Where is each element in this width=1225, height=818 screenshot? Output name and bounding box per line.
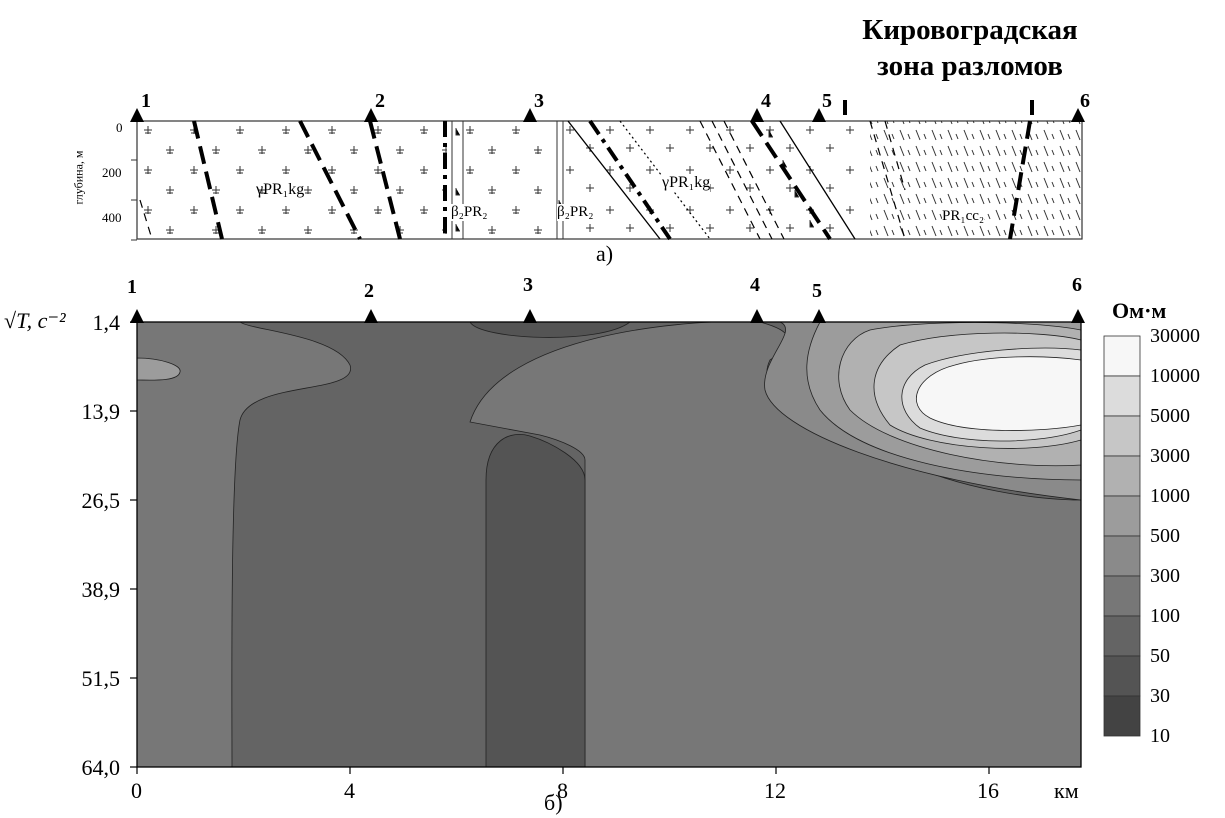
station-b-label-6: 6	[1072, 274, 1082, 296]
legend-swatch-5	[1103, 495, 1141, 537]
station-b-label-1: 1	[127, 276, 137, 298]
station-b-label-5: 5	[812, 280, 822, 302]
contour-50-zone	[485, 434, 586, 767]
unit-beta-2: β₂PR₂	[557, 204, 594, 221]
depth-tick-0: 0	[116, 120, 123, 135]
legend-swatch-9	[1103, 655, 1141, 697]
contour-left-blob	[137, 357, 181, 381]
contour-10000-right	[915, 356, 1081, 431]
legend-label-100: 100	[1150, 605, 1180, 627]
station-a-label-4: 4	[761, 90, 771, 112]
y-tick-4: 38,9	[81, 577, 121, 602]
station-b-label-2: 2	[364, 280, 374, 302]
x-tick-0: 0	[131, 778, 142, 803]
legend-label-50: 50	[1150, 645, 1170, 667]
station-marker-b-6	[1071, 309, 1085, 323]
x-tick-16: 16	[977, 778, 999, 803]
station-marker-b-5	[812, 309, 826, 323]
legend-label-3000: 3000	[1150, 445, 1190, 467]
x-tick-4: 4	[344, 778, 355, 803]
legend-label-300: 300	[1150, 565, 1180, 587]
x-tick-8: 8	[557, 778, 568, 803]
station-marker-a-3	[523, 108, 537, 122]
depth-tick-200: 200	[102, 165, 122, 180]
title-line-2: зона разломов	[877, 50, 1063, 82]
y-axis-label: √T, с⁻²	[4, 308, 66, 333]
station-marker-b-3	[523, 309, 537, 323]
legend-swatch-7	[1103, 575, 1141, 617]
unit-gamma-left: γPR₁kg	[256, 181, 305, 198]
station-marker-b-1	[130, 309, 144, 323]
legend-label-1000: 1000	[1150, 485, 1190, 507]
station-b-label-4: 4	[750, 274, 760, 296]
legend-swatch-6	[1103, 535, 1141, 577]
y-tick-5: 51,5	[81, 666, 121, 691]
station-marker-a-5	[812, 108, 826, 122]
station-a-label-6: 6	[1080, 90, 1090, 112]
legend-swatch-1	[1103, 335, 1141, 377]
legend-label-5000: 5000	[1150, 405, 1190, 427]
legend-label-30: 30	[1150, 685, 1170, 707]
legend-swatch-2	[1103, 375, 1141, 417]
x-axis-unit: км	[1054, 778, 1079, 803]
legend-title: Ом·м	[1112, 298, 1167, 323]
title-line-1: Кировоградская	[862, 14, 1078, 46]
station-marker-b-4	[750, 309, 764, 323]
legend-label-30000: 30000	[1150, 325, 1200, 347]
panel-a-label: а)	[596, 241, 614, 266]
station-marker-a-6	[1071, 108, 1085, 122]
geologic-section	[131, 100, 1083, 241]
legend-label-10: 10	[1150, 725, 1170, 747]
station-marker-b-2	[364, 309, 378, 323]
legend-swatch-4	[1103, 455, 1141, 497]
station-marker-a-2	[364, 108, 378, 122]
station-marker-a-1	[130, 108, 144, 122]
station-a-label-1: 1	[141, 90, 151, 112]
legend-label-10000: 10000	[1150, 365, 1200, 387]
legend-label-500: 500	[1150, 525, 1180, 547]
depth-tick-400: 400	[102, 210, 122, 225]
y-tick-1: 1,4	[92, 310, 121, 335]
unit-pr-cc: PR₁cc₂	[942, 208, 985, 225]
station-b-label-3: 3	[523, 274, 533, 296]
unit-gamma-right: γPR₁kg	[662, 174, 711, 192]
y-tick-6: 64,0	[81, 755, 121, 780]
station-marker-a-4	[750, 108, 764, 122]
contour-30-zone	[469, 322, 631, 338]
y-tick-3: 26,5	[81, 488, 121, 513]
panel-b-label: б)	[544, 790, 563, 815]
unit-beta-1: β₂PR₂	[451, 204, 488, 221]
legend-swatch-8	[1103, 615, 1141, 657]
x-tick-12: 12	[764, 778, 786, 803]
legend-swatch-10	[1103, 695, 1141, 737]
station-markers-top	[130, 108, 1085, 122]
legend-swatch-3	[1103, 415, 1141, 457]
station-a-label-5: 5	[822, 90, 832, 112]
legend-colorbar	[1103, 335, 1141, 737]
y-tick-2: 13,9	[81, 399, 121, 424]
station-a-label-3: 3	[534, 90, 544, 112]
station-a-label-2: 2	[375, 90, 385, 112]
